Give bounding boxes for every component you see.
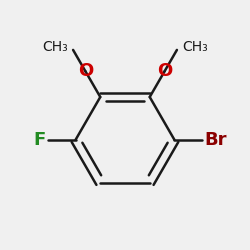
Text: F: F [34, 131, 46, 149]
Text: O: O [157, 62, 172, 80]
Text: CH₃: CH₃ [42, 40, 68, 54]
Text: CH₃: CH₃ [182, 40, 208, 54]
Text: O: O [78, 62, 93, 80]
Text: Br: Br [204, 131, 227, 149]
